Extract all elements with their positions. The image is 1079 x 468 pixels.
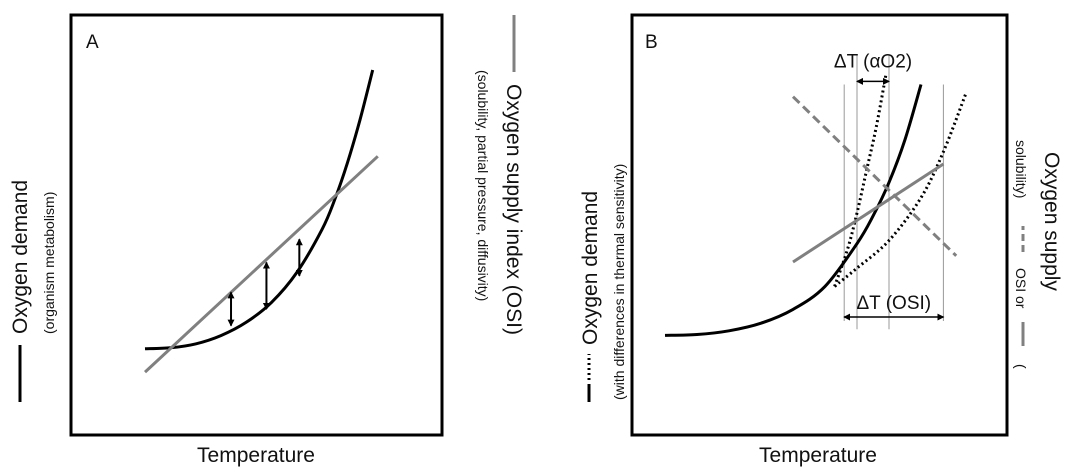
panel-a: A Temperature: [69, 13, 444, 467]
right-axis-legend: Oxygen supply ( OSI or solubility): [1013, 140, 1063, 369]
panel-b-label: B: [645, 32, 658, 53]
panel-a-label: A: [86, 32, 99, 53]
left-axis-subtitle: (organism metabolism): [41, 192, 57, 334]
panel-b: B ΔT (αO2) ΔT (OSI) Temperature: [630, 13, 1009, 467]
left-axis-b-subtitle: (with differences in thermal sensitivity…: [611, 164, 627, 400]
panel-a-frame: [69, 13, 444, 437]
right-axis-subtitle-suffix: solubility): [1013, 140, 1029, 198]
panel-b-x-axis-title: Temperature: [759, 444, 877, 467]
panel-a-supply-solid-line: [143, 155, 379, 374]
panel-b-supply-dashed-line: [791, 95, 958, 257]
left-axis-b-legend: Oxygen demand (with differences in therm…: [579, 164, 627, 402]
panel-b-span-label: ΔT (OSI): [856, 293, 931, 314]
panel-b-frame: [630, 13, 1009, 437]
panel-b-demand-dotted-line: [833, 75, 888, 287]
panel-a-demand-solid-line: [144, 69, 375, 351]
right-axis-subtitle-mid: OSI or: [1013, 268, 1029, 309]
middle-axis-subtitle: (solubility, partial pressure, diffusivi…: [475, 70, 491, 301]
panel-b-demand-dotted-line: [833, 93, 968, 288]
right-axis-subtitle-prefix: (: [1013, 364, 1029, 369]
panel-a-x-axis-title: Temperature: [197, 444, 315, 467]
left-axis-legend: Oxygen demand (organism metabolism): [9, 180, 57, 402]
middle-axis-title: Oxygen supply index (OSI): [502, 84, 525, 335]
left-axis-b-title: Oxygen demand: [579, 191, 602, 345]
right-axis-title: Oxygen supply: [1040, 152, 1063, 291]
panel-a-plot: [143, 69, 379, 374]
left-axis-title: Oxygen demand: [9, 180, 32, 334]
panel-b-span-label: ΔT (αO2): [834, 51, 912, 72]
panel-b-supply-solid-line: [792, 162, 945, 264]
panel-b-demand-solid-line: [664, 84, 923, 337]
middle-axis-legend: Oxygen supply index (OSI) (solubility, p…: [475, 15, 525, 335]
panel-b-plot: ΔT (αO2) ΔT (OSI): [664, 51, 968, 337]
